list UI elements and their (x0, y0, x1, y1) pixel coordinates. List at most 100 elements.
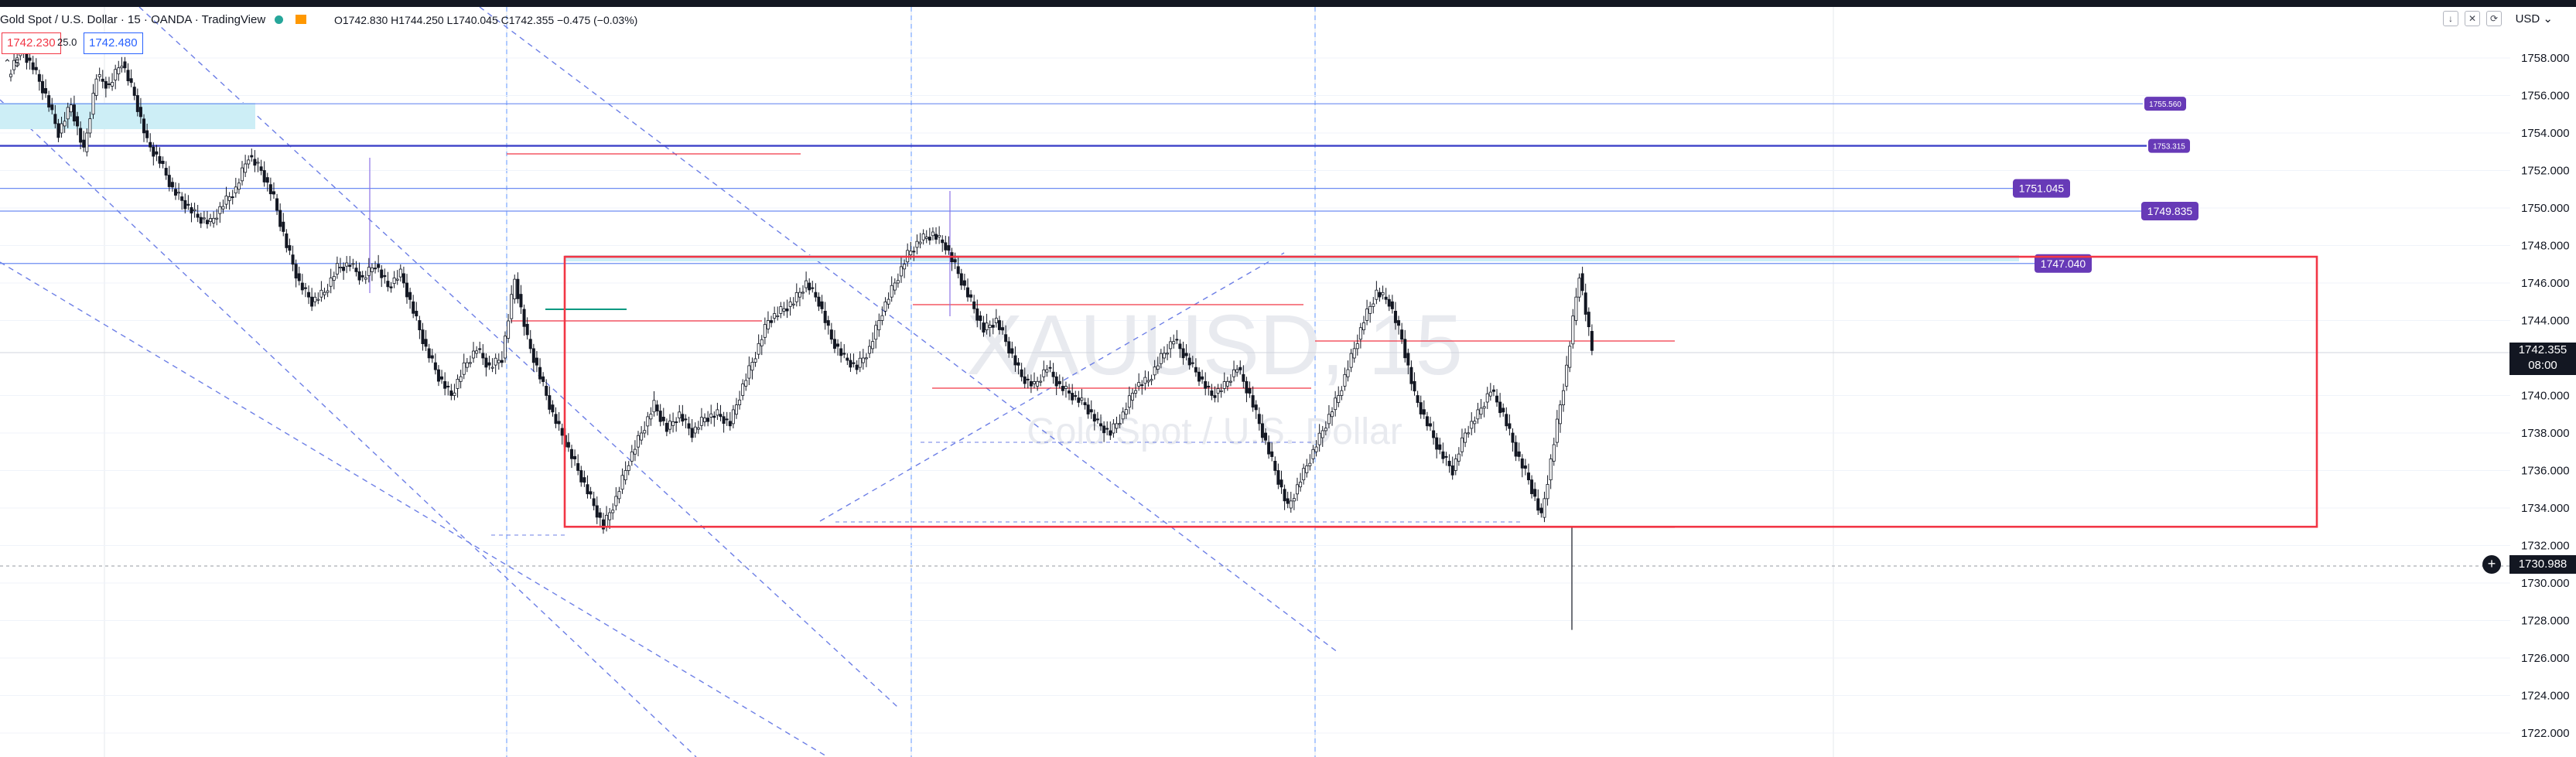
bullish-candle (1112, 423, 1115, 434)
bearish-candle (297, 273, 301, 281)
bearish-candle (183, 199, 187, 210)
bullish-candle (1346, 369, 1350, 377)
bearish-candle (586, 484, 589, 495)
bearish-candle (1175, 339, 1179, 341)
bearish-candle (123, 61, 127, 69)
bullish-candle (893, 282, 897, 291)
bullish-candle (1222, 381, 1226, 389)
currency-label: USD (2515, 12, 2540, 26)
bearish-candle (820, 301, 824, 309)
bearish-candle (430, 355, 434, 359)
indicator-collapse-button[interactable]: ⌃ 5 (3, 57, 20, 69)
bearish-candle (1210, 390, 1214, 396)
bullish-candle (915, 240, 919, 248)
bullish-candle (1334, 397, 1338, 411)
price-chart[interactable]: XAUUSD, 15 Gold Spot / U.S. Dollar 1755.… (0, 7, 2576, 757)
ascending-trend-line (819, 252, 1285, 522)
bullish-candle (193, 209, 196, 212)
bullish-candle (1216, 388, 1220, 394)
bullish-candle (931, 231, 934, 237)
bullish-candle (209, 218, 213, 222)
price-tick-label: 1756.000 (2521, 90, 2570, 103)
bearish-candle (1523, 465, 1527, 469)
bearish-candle (846, 357, 849, 361)
level-label-bg (2148, 138, 2190, 153)
bullish-candle (392, 278, 396, 285)
reset-chart-icon[interactable]: ⟳ (2486, 11, 2502, 26)
bearish-candle (135, 95, 139, 112)
bullish-candle (1454, 459, 1457, 471)
symbol-legend[interactable]: Gold Spot / U.S. Dollar · 15 · OANDA · T… (0, 11, 307, 28)
bearish-candle (956, 266, 960, 274)
level-label-bg (2144, 97, 2186, 111)
price-tick-label: 1732.000 (2521, 540, 2570, 553)
bullish-candle (1042, 369, 1046, 377)
bullish-candle (788, 301, 792, 307)
bullish-candle (241, 167, 244, 182)
bullish-candle (779, 306, 783, 314)
bearish-candle (1194, 367, 1197, 373)
level-label-bg (2034, 254, 2092, 273)
bullish-candle (747, 365, 751, 379)
bearish-candle (712, 415, 716, 418)
bullish-candle (627, 465, 630, 471)
bullish-candle (117, 67, 121, 75)
bearish-candle (1536, 498, 1540, 511)
bullish-candle (456, 379, 460, 389)
bullish-candle (1289, 500, 1293, 509)
bearish-candle (728, 421, 732, 427)
flag-icon[interactable] (296, 15, 307, 24)
bearish-candle (446, 385, 450, 387)
bullish-candle (1033, 381, 1037, 384)
add-alert-plus-icon[interactable]: + (2482, 555, 2501, 575)
bearish-candle (538, 367, 542, 380)
bearish-candle (1068, 390, 1071, 394)
bullish-candle (316, 298, 320, 301)
bearish-candle (1201, 376, 1204, 380)
bearish-candle (129, 78, 133, 84)
trend-channel-line (0, 99, 697, 757)
bearish-candle (205, 220, 209, 224)
bearish-candle (1539, 507, 1543, 513)
bullish-candle (1355, 343, 1359, 350)
sell-button[interactable]: 1742.230 (2, 32, 61, 54)
bullish-candle (472, 350, 476, 359)
bearish-candle (307, 292, 311, 298)
bullish-candle (611, 510, 615, 513)
bearish-candle (487, 362, 491, 366)
bearish-candle (253, 159, 257, 166)
scroll-down-icon[interactable]: ↓ (2443, 11, 2458, 26)
bullish-candle (608, 512, 612, 520)
bullish-candle (861, 357, 865, 363)
bearish-candle (1378, 292, 1382, 298)
bullish-candle (766, 320, 770, 329)
buy-button[interactable]: 1742.480 (84, 32, 143, 54)
bearish-candle (288, 245, 292, 251)
bearish-candle (436, 369, 440, 382)
bullish-candle (1340, 390, 1344, 396)
bearish-candle (1447, 460, 1451, 466)
bullish-candle (497, 360, 501, 363)
bullish-candle (1460, 437, 1464, 452)
bearish-candle (1248, 388, 1252, 394)
bullish-candle (1568, 346, 1572, 368)
bearish-candle (354, 268, 358, 272)
auto-scale-icon[interactable]: ✕ (2465, 11, 2480, 26)
bullish-candle (94, 78, 98, 96)
bearish-candle (348, 264, 352, 268)
bearish-candle (1057, 380, 1061, 384)
bearish-candle (1013, 355, 1017, 366)
bullish-candle (605, 514, 609, 527)
bearish-candle (1502, 407, 1505, 413)
bearish-candle (579, 470, 583, 483)
bullish-candle (716, 409, 719, 416)
bearish-candle (719, 414, 723, 418)
bearish-candle (142, 118, 146, 134)
bullish-candle (1130, 393, 1134, 401)
bearish-candle (1425, 416, 1429, 427)
bullish-candle (899, 266, 903, 277)
bullish-candle (868, 346, 872, 354)
bullish-candle (709, 413, 713, 418)
currency-selector[interactable]: USD ⌄ (2515, 12, 2553, 26)
bullish-candle (1134, 390, 1138, 394)
